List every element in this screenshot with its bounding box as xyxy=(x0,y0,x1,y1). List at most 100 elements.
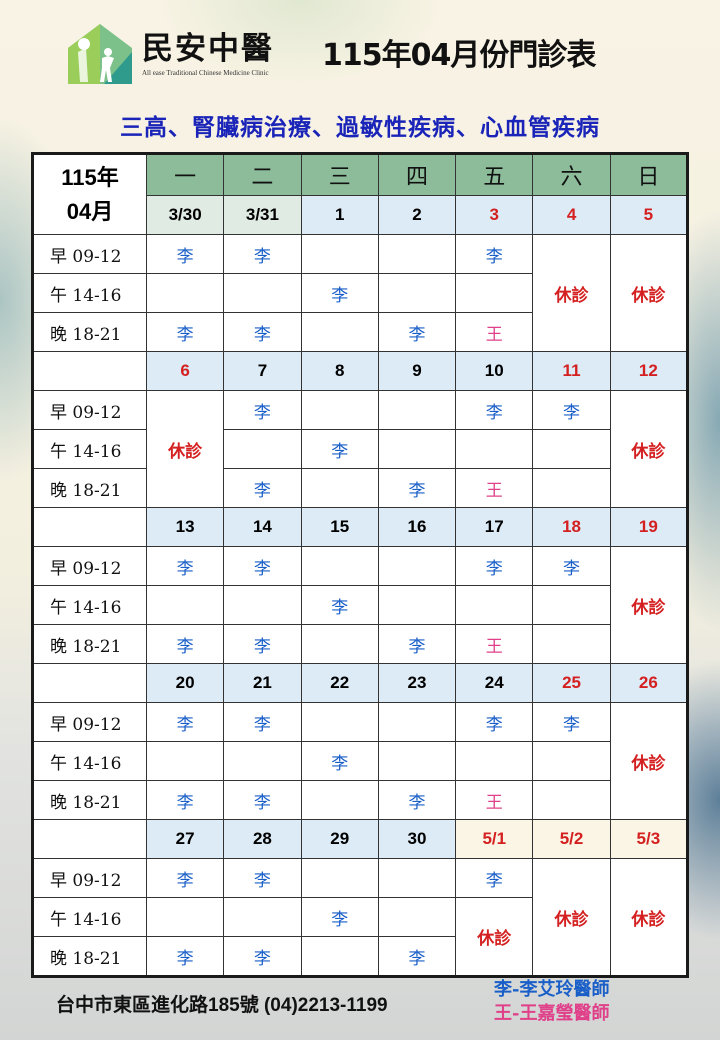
date-cell: 5 xyxy=(609,195,689,235)
weekday-header: 五 xyxy=(455,153,534,196)
corner-year: 115年 xyxy=(61,164,119,190)
empty-cell xyxy=(300,702,379,742)
doctor-cell: 李 xyxy=(223,234,302,274)
time-slot-label: 晚 18-21 xyxy=(32,468,147,508)
empty-cell xyxy=(145,741,225,781)
time-slot-label: 午 14-16 xyxy=(32,273,147,313)
doctor-cell: 李 xyxy=(223,546,302,586)
date-cell: 23 xyxy=(377,663,457,703)
clinic-name-en: All ease Traditional Chinese Medicine Cl… xyxy=(142,69,269,77)
date-cell: 9 xyxy=(377,351,457,391)
closed-cell: 休診 xyxy=(609,702,689,820)
time-slot-label: 午 14-16 xyxy=(32,585,147,625)
empty-cell xyxy=(300,546,379,586)
doctor-cell: 李 xyxy=(223,702,302,742)
date-row-spacer xyxy=(32,507,147,547)
date-row: 13 14 15 16 17 18 19 xyxy=(32,507,689,547)
doctor-cell: 李 xyxy=(455,702,534,742)
empty-cell xyxy=(145,273,225,313)
time-slot-label: 晚 18-21 xyxy=(32,780,147,820)
date-cell: 22 xyxy=(300,663,379,703)
closed-cell: 休診 xyxy=(609,390,689,508)
date-cell: 8 xyxy=(300,351,379,391)
empty-cell xyxy=(377,429,457,469)
empty-cell xyxy=(455,585,534,625)
date-cell: 5/3 xyxy=(609,819,689,859)
doctor-cell: 李 xyxy=(223,624,302,664)
doctor-cell: 李 xyxy=(455,858,534,898)
date-cell: 17 xyxy=(455,507,534,547)
empty-cell xyxy=(300,234,379,274)
empty-cell xyxy=(223,273,302,313)
page-title: 115年04月份門診表 xyxy=(322,38,596,73)
empty-cell xyxy=(300,624,379,664)
date-row-spacer xyxy=(32,351,147,391)
date-cell: 3 xyxy=(455,195,534,235)
time-slot-label: 午 14-16 xyxy=(32,741,147,781)
time-slot-label: 晚 18-21 xyxy=(32,624,147,664)
slot-row: 早 09-12 李李李休診 休診 xyxy=(32,234,689,352)
date-cell: 1 xyxy=(300,195,379,235)
empty-cell xyxy=(377,702,457,742)
slot-row: 午 14-16 李 xyxy=(32,429,688,469)
date-cell: 5/1 xyxy=(455,819,534,859)
date-cell: 24 xyxy=(455,663,534,703)
doctor-cell: 李 xyxy=(223,780,302,820)
closed-cell: 休診 xyxy=(455,897,534,977)
slot-row: 晚 18-21 李李李王 xyxy=(32,780,688,820)
doctor-cell: 李 xyxy=(455,546,534,586)
empty-cell xyxy=(377,858,457,898)
date-cell: 3/31 xyxy=(223,195,302,235)
time-slot-label: 早 09-12 xyxy=(32,702,147,742)
date-cell: 16 xyxy=(377,507,457,547)
empty-cell xyxy=(300,780,379,820)
empty-cell xyxy=(223,897,302,937)
doctor-cell: 李 xyxy=(377,468,457,508)
doctor-cell: 李 xyxy=(223,312,302,352)
doctor-cell: 王 xyxy=(455,312,534,352)
doctor-cell: 李 xyxy=(145,546,225,586)
slot-row: 晚 18-21 李李王 xyxy=(32,468,688,508)
empty-cell xyxy=(377,390,457,430)
empty-cell xyxy=(300,390,379,430)
date-row: 20 21 22 23 24 25 26 xyxy=(32,663,689,703)
schedule-table: 115年 04月一二三四五六日 3/30 3/31 1 2 3 4 5 早 09-12 李李李休診休… xyxy=(31,152,689,978)
clinic-logo-icon xyxy=(68,24,132,84)
weekday-header: 六 xyxy=(532,153,611,196)
page-subtitle: 三高、腎臟病治療、過敏性疾病、心血管疾病 xyxy=(120,114,600,141)
doctor-cell: 李 xyxy=(300,897,379,937)
empty-cell xyxy=(300,936,379,977)
date-cell: 15 xyxy=(300,507,379,547)
doctor-cell: 李 xyxy=(532,702,611,742)
empty-cell xyxy=(532,741,611,781)
time-slot-label: 晚 18-21 xyxy=(32,312,147,352)
date-cell: 26 xyxy=(609,663,689,703)
empty-cell xyxy=(532,585,611,625)
clinic-name: 民安中醫 xyxy=(142,31,274,67)
closed-cell: 休診 xyxy=(532,234,611,352)
time-slot-label: 早 09-12 xyxy=(32,546,147,586)
slot-row: 午 14-16 李休診 xyxy=(32,897,688,977)
empty-cell xyxy=(300,858,379,898)
empty-cell xyxy=(532,468,611,508)
date-cell: 19 xyxy=(609,507,689,547)
date-cell: 5/2 xyxy=(532,819,611,859)
doctor-cell: 李 xyxy=(377,936,457,977)
doctor-cell: 李 xyxy=(300,585,379,625)
date-cell: 10 xyxy=(455,351,534,391)
slot-row: 晚 18-21 李李李王 xyxy=(32,312,688,352)
empty-cell xyxy=(300,468,379,508)
date-row: 6 7 8 9 10 11 12 xyxy=(32,351,689,391)
doctor-cell: 李 xyxy=(300,429,379,469)
date-row: 3/30 3/31 1 2 3 4 5 xyxy=(33,195,689,235)
date-cell: 21 xyxy=(223,663,302,703)
doctor-cell: 王 xyxy=(455,624,534,664)
doctor-cell: 李 xyxy=(455,390,534,430)
date-cell: 13 xyxy=(145,507,225,547)
empty-cell xyxy=(377,546,457,586)
doctor-cell: 李 xyxy=(145,312,225,352)
legend-li: 李-李艾玲醫師 xyxy=(494,979,610,1000)
empty-cell xyxy=(377,234,457,274)
empty-cell xyxy=(300,312,379,352)
empty-cell xyxy=(532,624,611,664)
